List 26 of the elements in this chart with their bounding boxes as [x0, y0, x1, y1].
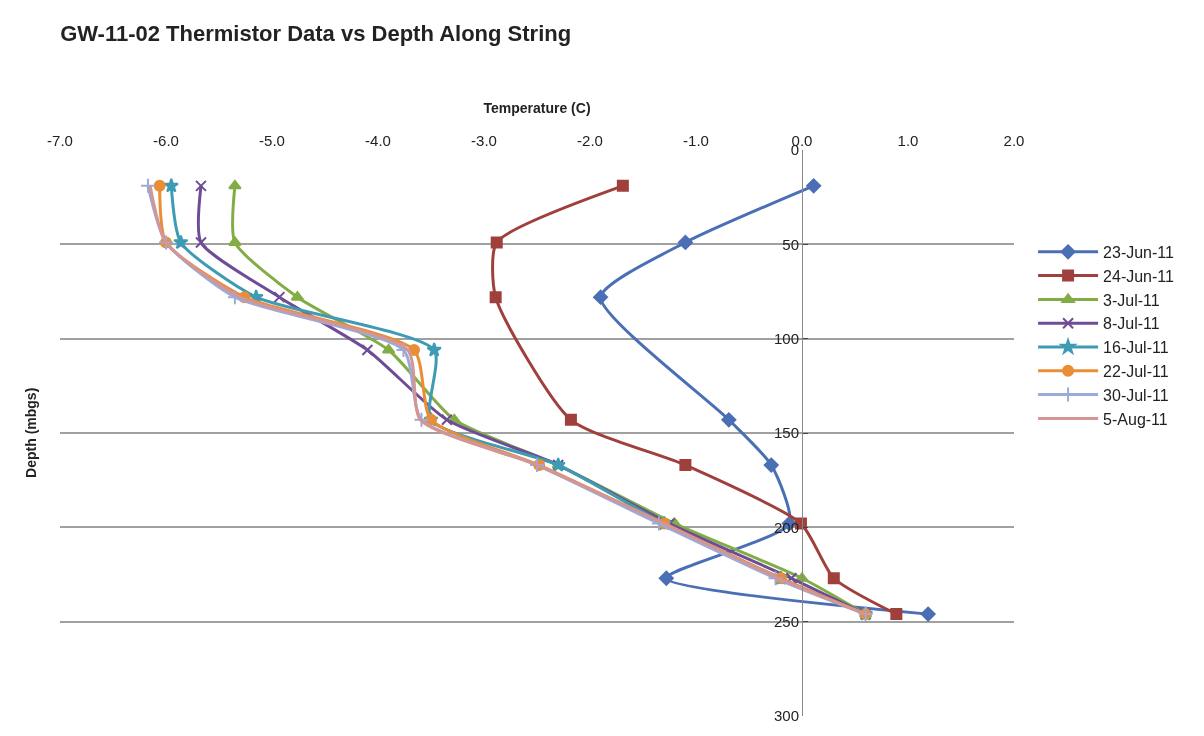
x-tick-label: 1.0	[897, 132, 919, 149]
legend-label: 23-Jun-11	[1103, 244, 1175, 262]
legend-label: 5-Aug-11	[1103, 410, 1168, 428]
x-tick-label: -5.0	[259, 132, 285, 149]
x-tick-label: -7.0	[47, 132, 73, 149]
y-tick-label: 250	[773, 612, 799, 630]
legend-label: 16-Jul-11	[1103, 339, 1169, 357]
legend-label: 30-Jul-11	[1103, 386, 1169, 404]
x-tick-label: -6.0	[153, 132, 179, 149]
x-axis-title: Temperature (C)	[483, 99, 591, 116]
legend-label: 22-Jul-11	[1103, 363, 1169, 381]
x-tick-label: 2.0	[1003, 132, 1025, 149]
y-tick-label: 50	[782, 235, 799, 253]
x-tick-label: -2.0	[577, 132, 603, 149]
y-axis-title: Depth (mbgs)	[22, 387, 39, 478]
y-tick-label: 100	[773, 329, 799, 347]
legend-label: 3-Jul-11	[1103, 291, 1160, 309]
y-tick-label: 200	[773, 518, 799, 536]
chart-title: GW-11-02 Thermistor Data vs Depth Along String	[60, 21, 572, 47]
x-tick-label: -1.0	[683, 132, 709, 149]
x-tick-label: -3.0	[471, 132, 497, 149]
legend-label: 8-Jul-11	[1103, 315, 1160, 333]
y-tick-label: 300	[773, 707, 799, 725]
x-tick-label: -4.0	[365, 132, 391, 149]
y-tick-label: 150	[773, 424, 799, 442]
legend-label: 24-Jun-11	[1103, 267, 1175, 285]
